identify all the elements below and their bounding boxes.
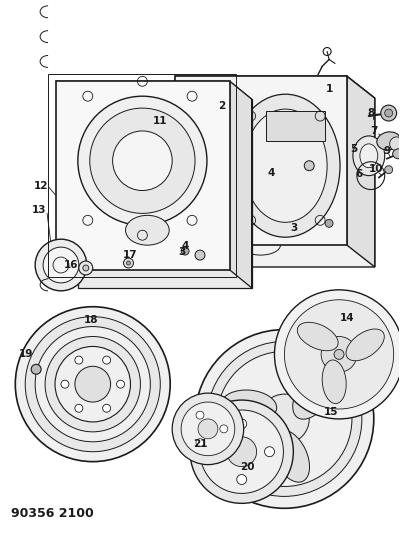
Ellipse shape bbox=[321, 336, 357, 372]
Text: 13: 13 bbox=[32, 205, 46, 215]
Circle shape bbox=[31, 365, 41, 374]
Ellipse shape bbox=[190, 400, 293, 503]
Ellipse shape bbox=[377, 132, 400, 150]
Ellipse shape bbox=[35, 327, 150, 442]
Circle shape bbox=[237, 419, 247, 429]
Text: 12: 12 bbox=[34, 181, 48, 191]
Ellipse shape bbox=[35, 239, 87, 291]
Ellipse shape bbox=[75, 366, 111, 402]
Text: 20: 20 bbox=[240, 462, 255, 472]
Ellipse shape bbox=[25, 317, 160, 451]
Text: 16: 16 bbox=[64, 260, 78, 270]
Ellipse shape bbox=[244, 109, 327, 222]
Circle shape bbox=[196, 439, 204, 447]
Ellipse shape bbox=[381, 105, 397, 121]
Text: 9: 9 bbox=[383, 146, 390, 156]
Ellipse shape bbox=[284, 300, 394, 409]
Text: 14: 14 bbox=[340, 313, 354, 322]
Ellipse shape bbox=[55, 346, 130, 422]
Ellipse shape bbox=[390, 137, 400, 151]
Ellipse shape bbox=[78, 96, 207, 225]
Text: 18: 18 bbox=[84, 314, 98, 325]
Circle shape bbox=[124, 258, 134, 268]
Text: 6: 6 bbox=[355, 168, 362, 179]
Ellipse shape bbox=[221, 390, 277, 422]
Circle shape bbox=[116, 380, 124, 388]
Ellipse shape bbox=[322, 360, 346, 403]
Ellipse shape bbox=[274, 290, 400, 419]
Polygon shape bbox=[347, 76, 375, 267]
Ellipse shape bbox=[297, 322, 338, 351]
Ellipse shape bbox=[217, 351, 352, 487]
Polygon shape bbox=[78, 99, 252, 288]
Text: 21: 21 bbox=[193, 439, 207, 449]
Circle shape bbox=[75, 405, 83, 412]
Circle shape bbox=[181, 247, 189, 255]
Text: 3: 3 bbox=[178, 247, 186, 257]
Circle shape bbox=[385, 166, 393, 174]
Ellipse shape bbox=[272, 430, 310, 482]
Polygon shape bbox=[175, 76, 375, 267]
Circle shape bbox=[83, 265, 89, 271]
Polygon shape bbox=[230, 82, 252, 288]
Text: 7: 7 bbox=[370, 126, 378, 136]
Ellipse shape bbox=[172, 393, 244, 465]
Ellipse shape bbox=[260, 394, 309, 444]
Ellipse shape bbox=[195, 329, 374, 508]
Polygon shape bbox=[56, 82, 252, 99]
Ellipse shape bbox=[45, 336, 140, 432]
Polygon shape bbox=[175, 76, 347, 245]
Circle shape bbox=[334, 350, 344, 359]
Polygon shape bbox=[266, 111, 325, 141]
Ellipse shape bbox=[90, 108, 195, 213]
Circle shape bbox=[237, 474, 247, 484]
Text: 3: 3 bbox=[291, 223, 298, 233]
Ellipse shape bbox=[113, 131, 172, 190]
Ellipse shape bbox=[198, 419, 218, 439]
Text: 11: 11 bbox=[153, 116, 168, 126]
Text: 15: 15 bbox=[324, 407, 338, 417]
Circle shape bbox=[61, 380, 69, 388]
Circle shape bbox=[220, 425, 228, 433]
Text: 8: 8 bbox=[367, 108, 374, 118]
Text: 4: 4 bbox=[268, 168, 275, 177]
Polygon shape bbox=[175, 76, 375, 98]
Circle shape bbox=[103, 356, 111, 364]
Circle shape bbox=[304, 161, 314, 171]
Circle shape bbox=[196, 411, 204, 419]
Circle shape bbox=[195, 250, 205, 260]
Text: 90356 2100: 90356 2100 bbox=[11, 507, 94, 520]
Circle shape bbox=[385, 109, 393, 117]
Ellipse shape bbox=[207, 342, 362, 496]
Text: 5: 5 bbox=[350, 144, 358, 154]
Circle shape bbox=[264, 447, 274, 457]
Ellipse shape bbox=[346, 329, 384, 361]
Ellipse shape bbox=[43, 247, 79, 283]
Circle shape bbox=[325, 220, 333, 227]
Polygon shape bbox=[56, 82, 230, 270]
Ellipse shape bbox=[200, 410, 284, 494]
Ellipse shape bbox=[353, 136, 385, 176]
Text: 2: 2 bbox=[218, 101, 226, 111]
Ellipse shape bbox=[126, 215, 169, 245]
Ellipse shape bbox=[231, 94, 340, 237]
Circle shape bbox=[126, 261, 130, 265]
Ellipse shape bbox=[181, 402, 235, 456]
Ellipse shape bbox=[293, 370, 334, 419]
Text: 10: 10 bbox=[368, 164, 383, 174]
Text: 4: 4 bbox=[182, 241, 189, 251]
Ellipse shape bbox=[227, 437, 257, 466]
Circle shape bbox=[75, 356, 83, 364]
Circle shape bbox=[79, 261, 93, 275]
Circle shape bbox=[209, 447, 219, 457]
Ellipse shape bbox=[393, 149, 400, 159]
Ellipse shape bbox=[360, 144, 378, 168]
Circle shape bbox=[103, 405, 111, 412]
Text: 19: 19 bbox=[19, 350, 34, 359]
Text: 17: 17 bbox=[123, 250, 138, 260]
Ellipse shape bbox=[15, 306, 170, 462]
Text: 1: 1 bbox=[326, 84, 333, 94]
